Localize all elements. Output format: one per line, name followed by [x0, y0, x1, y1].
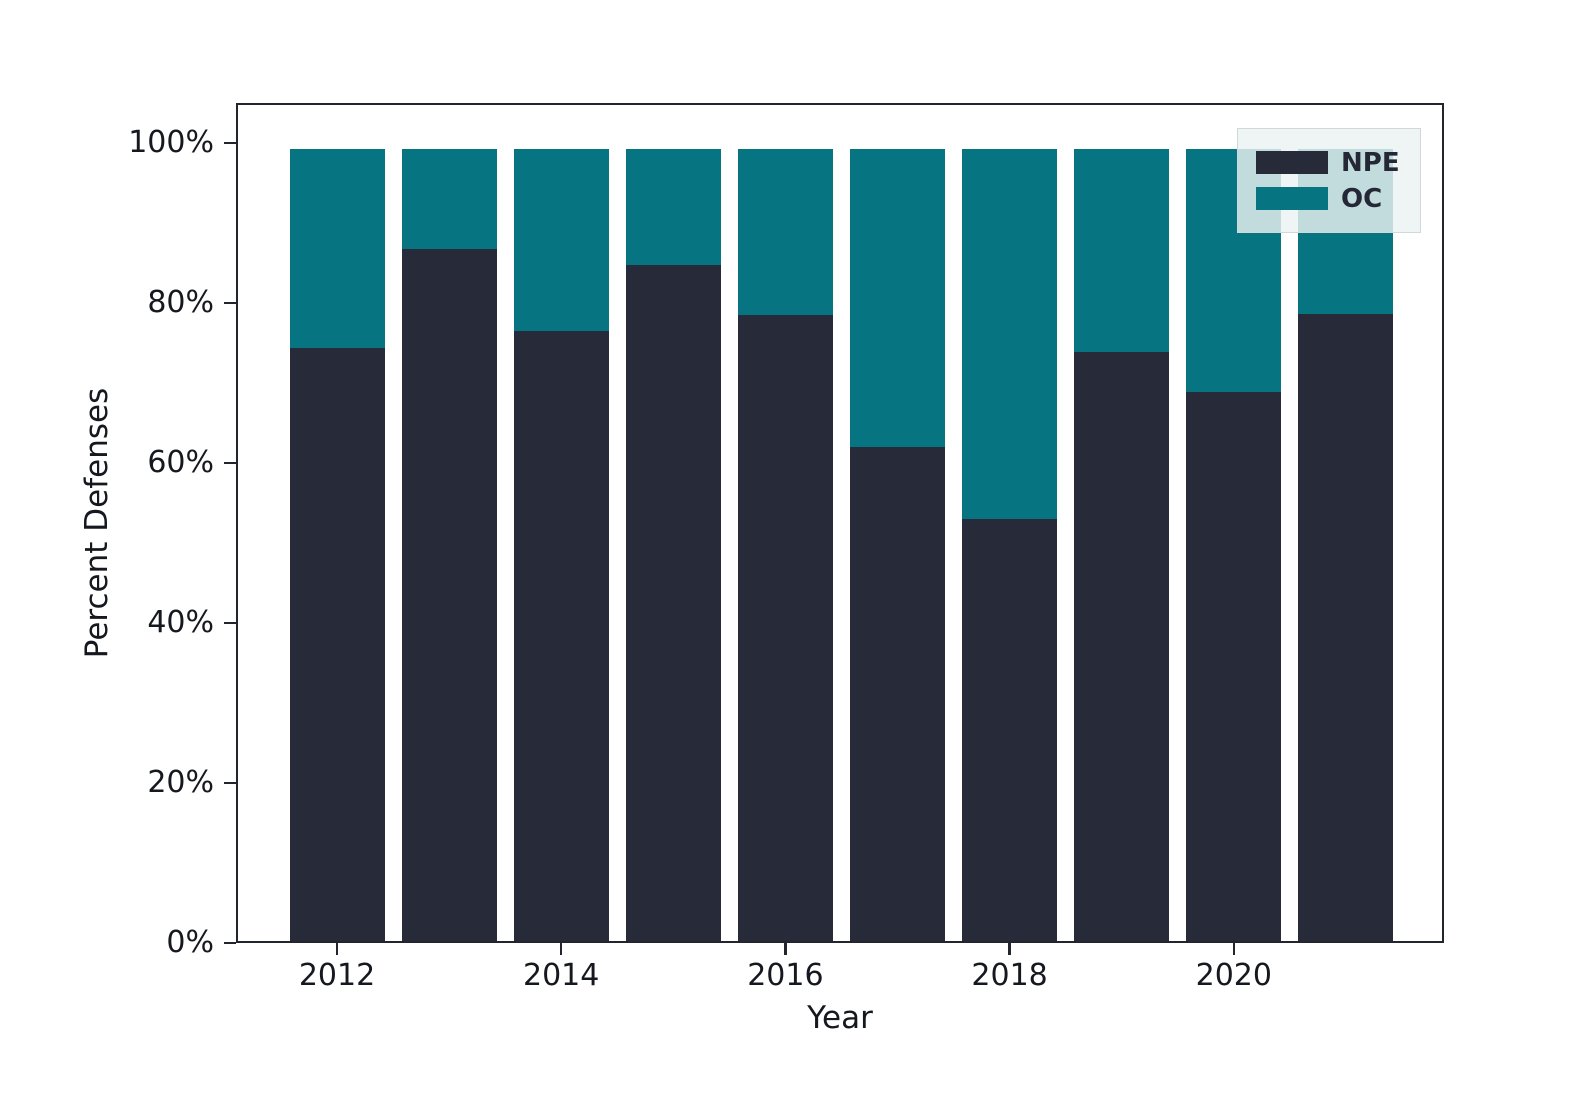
y-tick-label-0: 0%	[166, 925, 214, 960]
x-tick-label-2016: 2016	[747, 958, 824, 993]
bar-segment-oc-2016	[737, 148, 833, 315]
legend-row-oc: OC	[1256, 186, 1406, 212]
bar-2016	[737, 148, 833, 943]
y-tick-label-20: 20%	[147, 765, 214, 800]
bar-segment-oc-2013	[401, 148, 497, 249]
bar-segment-oc-2014	[513, 148, 609, 331]
bar-segment-oc-2015	[625, 148, 721, 265]
bar-2019	[1074, 148, 1170, 943]
legend-swatch-oc	[1256, 187, 1328, 210]
bars-container	[236, 103, 1444, 943]
bar-2012	[289, 148, 385, 943]
y-tick-mark-80	[224, 301, 236, 305]
y-tick-mark-100	[224, 141, 236, 145]
bar-segment-npe-2020	[1186, 391, 1282, 943]
bar-segment-npe-2014	[513, 331, 609, 943]
y-tick-label-60: 60%	[147, 445, 214, 480]
bar-2014	[513, 148, 609, 943]
bar-segment-npe-2017	[850, 447, 945, 943]
bar-segment-npe-2019	[1074, 351, 1170, 943]
plot-area	[236, 103, 1444, 943]
bar-segment-oc-2012	[289, 148, 385, 348]
bar-segment-oc-2019	[1074, 148, 1170, 352]
x-axis-title: Year	[807, 1000, 873, 1036]
legend-row-npe: NPE	[1256, 150, 1406, 176]
y-tick-label-40: 40%	[147, 605, 214, 640]
bar-segment-npe-2015	[625, 264, 721, 943]
bar-2018	[962, 148, 1058, 943]
y-tick-label-100: 100%	[128, 125, 214, 160]
y-tick-mark-60	[224, 461, 236, 465]
legend-swatch-npe	[1256, 151, 1328, 174]
x-tick-label-2020: 2020	[1195, 958, 1272, 993]
bar-2013	[401, 148, 497, 943]
bar-segment-npe-2013	[401, 248, 497, 943]
bar-segment-oc-2017	[850, 148, 945, 447]
x-tick-mark-2018	[1008, 943, 1011, 955]
bar-segment-npe-2016	[737, 315, 833, 943]
x-tick-mark-2014	[559, 943, 563, 955]
legend-label-npe: NPE	[1341, 147, 1400, 178]
x-tick-mark-2012	[335, 943, 339, 955]
y-tick-mark-0	[224, 941, 236, 945]
x-tick-label-2014: 2014	[523, 958, 600, 993]
y-tick-mark-20	[224, 781, 236, 785]
y-tick-label-80: 80%	[147, 285, 214, 320]
x-tick-label-2018: 2018	[971, 958, 1048, 993]
x-tick-mark-2020	[1232, 943, 1236, 955]
x-tick-label-2012: 2012	[298, 958, 376, 993]
bar-2015	[625, 148, 721, 943]
x-tick-mark-2016	[784, 943, 787, 955]
bar-segment-npe-2012	[289, 347, 385, 943]
bar-segment-npe-2021	[1298, 314, 1394, 943]
bar-segment-oc-2018	[962, 148, 1058, 519]
bar-2020	[1186, 148, 1282, 943]
y-tick-mark-40	[224, 621, 236, 625]
legend: NPE OC	[1237, 128, 1421, 233]
bar-2017	[850, 148, 945, 943]
legend-label-oc: OC	[1341, 183, 1383, 214]
bar-2021	[1298, 148, 1394, 943]
bar-segment-npe-2018	[962, 519, 1058, 943]
